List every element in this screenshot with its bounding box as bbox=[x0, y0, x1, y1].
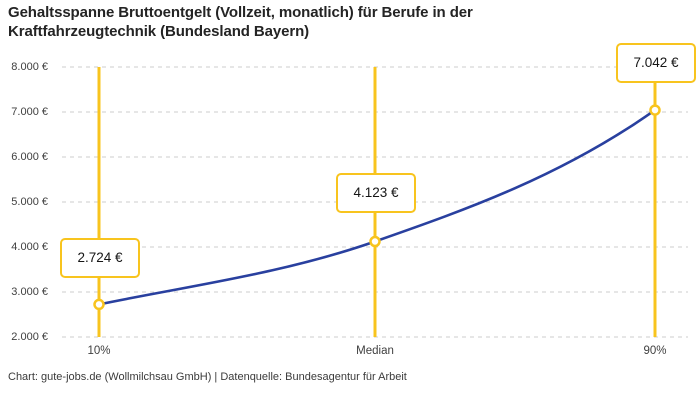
value-label-median[interactable]: 4.123 € bbox=[336, 173, 416, 213]
y-axis-tick-label: 3.000 € bbox=[11, 286, 48, 298]
y-axis-tick-label: 5.000 € bbox=[11, 196, 48, 208]
data-point-marker[interactable] bbox=[93, 298, 105, 311]
y-axis-tick-label: 4.000 € bbox=[11, 241, 48, 253]
y-axis-tick-label: 2.000 € bbox=[11, 331, 48, 343]
y-axis-tick-label: 8.000 € bbox=[11, 61, 48, 73]
x-axis-label-median: Median bbox=[356, 345, 394, 357]
chart-attribution: Chart: gute-jobs.de (Wollmilchsau GmbH) … bbox=[8, 371, 407, 383]
data-point-marker[interactable] bbox=[369, 235, 381, 248]
x-axis-label-10th-percentile: 10% bbox=[87, 345, 111, 357]
data-point-marker[interactable] bbox=[649, 104, 661, 116]
y-axis-tick-label: 6.000 € bbox=[11, 151, 48, 163]
value-label-90th-percentile[interactable]: 7.042 € bbox=[616, 43, 696, 83]
x-axis-label-90th-percentile: 90% bbox=[643, 345, 667, 357]
value-label-10th-percentile[interactable]: 2.724 € bbox=[60, 238, 140, 278]
y-axis-tick-label: 7.000 € bbox=[11, 106, 48, 118]
chart-title: Gehaltsspanne Bruttoentgelt (Vollzeit, m… bbox=[8, 4, 473, 40]
